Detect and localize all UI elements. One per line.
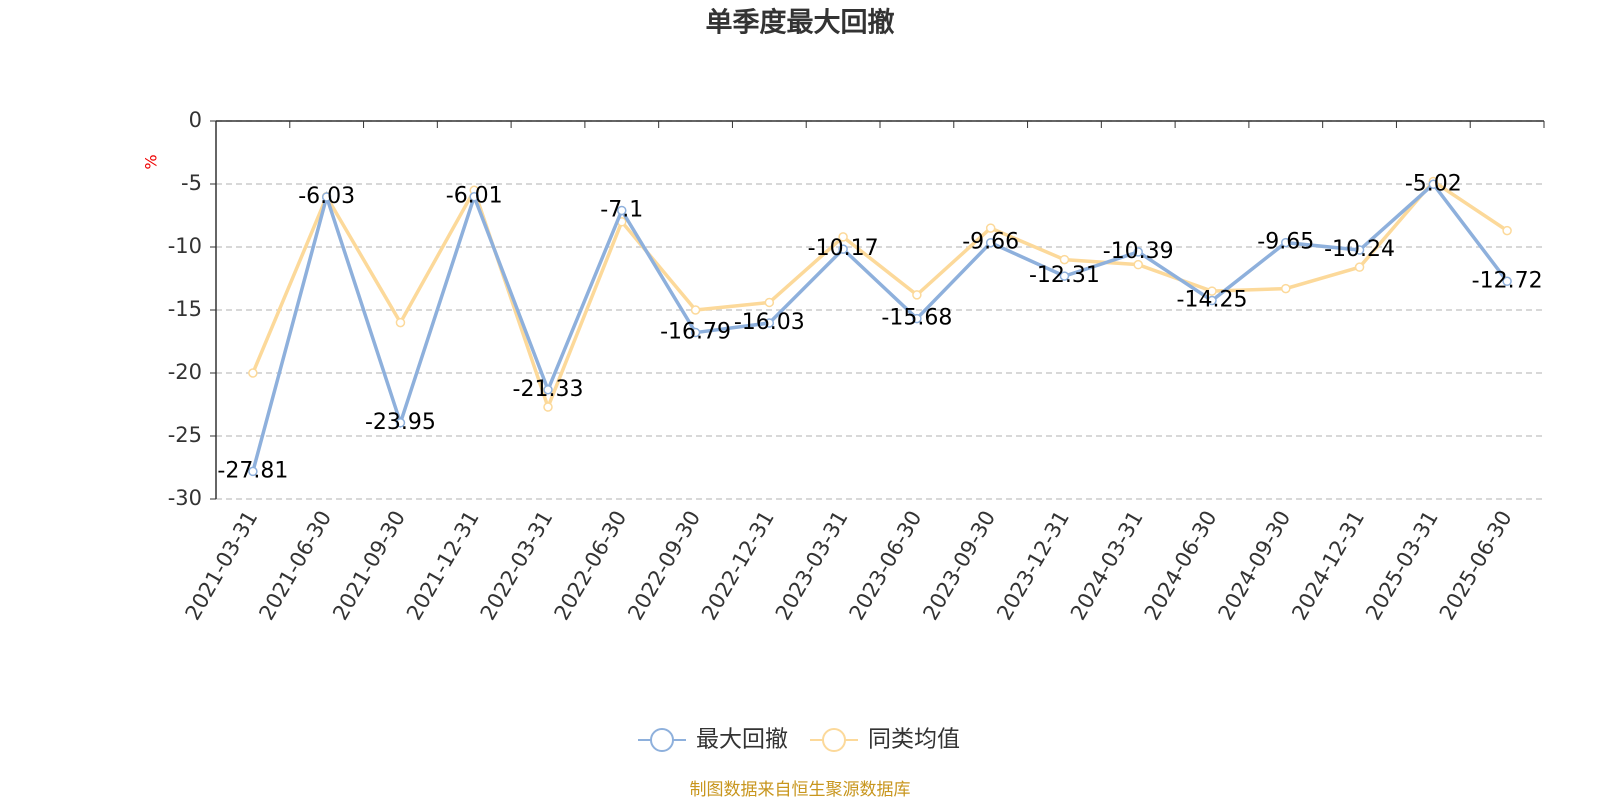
point — [912, 290, 922, 300]
data-label: -12.72 — [1472, 268, 1543, 293]
legend-label: 同类均值 — [868, 727, 960, 753]
point — [1059, 271, 1070, 281]
y-axis-label: % — [142, 154, 161, 169]
x-tick-label: 2023-06-30 — [845, 507, 927, 625]
legend-label: 最大回撤 — [696, 727, 788, 753]
point — [1281, 237, 1291, 248]
data-label: -7.1 — [600, 197, 643, 222]
legend-marker — [822, 728, 846, 752]
y-tick-label: 0 — [189, 108, 202, 132]
point — [395, 418, 406, 428]
x-tick-label: 2022-12-31 — [697, 507, 779, 625]
data-label: -9.65 — [1257, 230, 1314, 255]
point — [1281, 283, 1291, 294]
x-tick-label: 2023-03-31 — [771, 507, 853, 625]
chart-title: 单季度最大回撤 — [706, 7, 895, 39]
legend-marker — [650, 728, 674, 752]
series-line — [251, 181, 1509, 472]
y-tick-label: -10 — [168, 234, 202, 258]
point — [617, 205, 627, 216]
y-tick-label: -25 — [168, 423, 202, 447]
point — [764, 318, 775, 328]
point — [1502, 276, 1512, 287]
x-tick-label: 2021-12-31 — [402, 507, 484, 625]
data-label: -10.24 — [1324, 237, 1395, 262]
point — [985, 223, 996, 233]
point — [1207, 295, 1217, 306]
point — [1059, 254, 1070, 265]
point — [395, 317, 406, 328]
x-tick-label: 2024-03-31 — [1066, 507, 1148, 625]
point — [985, 237, 996, 248]
data-label: -10.39 — [1103, 239, 1174, 264]
x-tick-label: 2024-06-30 — [1140, 507, 1222, 625]
point — [912, 313, 922, 324]
point — [1354, 262, 1365, 272]
x-tick-label: 2022-06-30 — [549, 507, 631, 625]
x-tick-label: 2023-09-30 — [918, 507, 1000, 625]
x-tick-label: 2021-06-30 — [254, 507, 336, 625]
point — [543, 385, 553, 395]
x-tick-label: 2022-03-31 — [476, 507, 558, 625]
x-tick-label: 2025-06-30 — [1435, 507, 1517, 625]
point — [1133, 259, 1143, 270]
point — [838, 232, 848, 242]
x-tick-label: 2024-09-30 — [1213, 507, 1295, 625]
x-tick-label: 2022-09-30 — [623, 507, 705, 625]
point — [248, 368, 258, 378]
data-label: -12.31 — [1029, 263, 1100, 288]
x-tick-label: 2024-12-31 — [1287, 507, 1369, 625]
point — [838, 244, 848, 254]
data-label: -10.17 — [808, 236, 879, 261]
point — [1207, 286, 1217, 296]
data-label: -23.95 — [365, 410, 436, 435]
data-label: -21.33 — [513, 377, 584, 402]
point — [543, 402, 553, 412]
x-tick-label: 2021-09-30 — [328, 507, 410, 625]
data-label: -16.79 — [660, 320, 731, 345]
point — [1354, 245, 1365, 255]
data-label: -9.66 — [962, 230, 1019, 255]
point — [321, 192, 332, 202]
series-line — [251, 179, 1509, 413]
point — [690, 327, 701, 338]
y-tick-label: -5 — [181, 171, 202, 195]
data-label: -14.25 — [1177, 288, 1248, 313]
y-tick-label: -15 — [168, 297, 202, 321]
point — [764, 297, 775, 308]
data-label: -6.03 — [298, 184, 355, 209]
point — [469, 191, 479, 202]
point — [690, 305, 701, 315]
point — [1133, 247, 1143, 257]
data-label: -27.81 — [217, 458, 288, 483]
data-label: -6.01 — [446, 184, 503, 209]
point — [1502, 225, 1512, 236]
y-tick-label: -20 — [168, 360, 202, 384]
point — [248, 466, 258, 477]
x-tick-label: 2023-12-31 — [992, 507, 1074, 625]
y-tick-label: -30 — [168, 486, 202, 510]
source-note: 制图数据来自恒生聚源数据库 — [690, 780, 911, 800]
x-tick-label: 2021-03-31 — [181, 507, 263, 625]
data-label: -16.03 — [734, 310, 805, 335]
data-label: -15.68 — [881, 306, 952, 331]
x-tick-label: 2025-03-31 — [1361, 507, 1443, 625]
data-label: -5.02 — [1405, 171, 1462, 196]
point — [1428, 179, 1439, 190]
